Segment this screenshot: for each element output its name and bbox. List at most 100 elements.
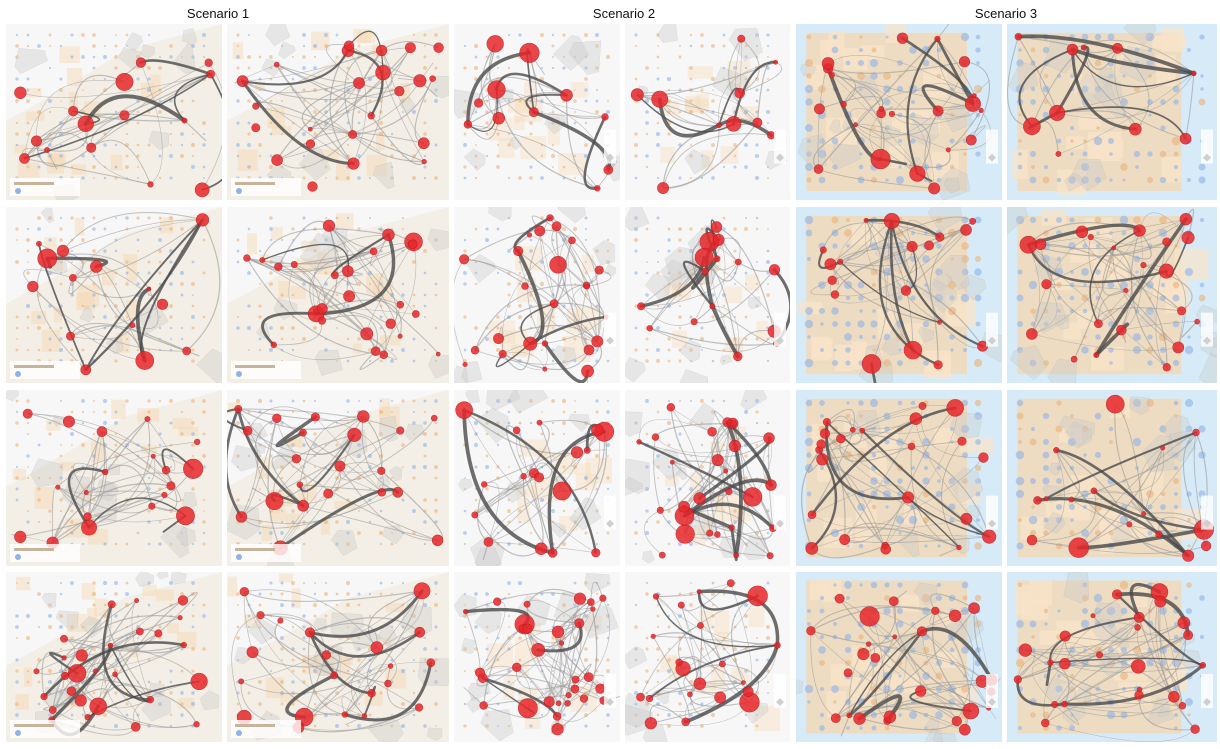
location-node [83, 512, 92, 521]
location-node [931, 606, 940, 615]
location-node [343, 40, 355, 51]
flow-map [625, 207, 790, 383]
location-node [1075, 225, 1089, 238]
location-node [928, 182, 941, 195]
location-node [591, 335, 604, 348]
flow-map [625, 24, 790, 200]
location-node [435, 351, 441, 357]
location-node [77, 115, 94, 133]
location-node [517, 698, 538, 719]
location-node [552, 481, 572, 501]
location-node [843, 668, 853, 678]
location-node [579, 694, 589, 703]
location-node [89, 697, 107, 716]
location-node [375, 64, 391, 81]
location-node [370, 346, 381, 356]
location-node [813, 164, 824, 174]
location-node [1154, 595, 1167, 608]
location-node [883, 710, 897, 724]
location-node [816, 439, 827, 449]
location-node [146, 695, 155, 704]
flow-map [6, 572, 222, 742]
location-node [594, 185, 601, 192]
location-node [93, 668, 99, 674]
location-node [1066, 43, 1079, 56]
location-node [822, 418, 831, 427]
flow-map [6, 390, 222, 566]
location-node [396, 426, 405, 435]
location-node [965, 134, 977, 146]
location-node [22, 408, 33, 419]
location-node [75, 649, 88, 662]
location-node [543, 696, 555, 708]
location-node [1111, 589, 1123, 600]
location-node [551, 625, 565, 639]
location-node [193, 721, 200, 728]
location-node [590, 606, 596, 612]
location-node [107, 600, 116, 609]
location-node [379, 350, 389, 359]
location-node [574, 618, 585, 629]
location-node [915, 685, 927, 697]
location-node [1087, 233, 1094, 241]
location-node [313, 308, 319, 314]
map-panel [796, 24, 1002, 200]
location-node [542, 366, 548, 372]
location-node [591, 548, 601, 558]
location-node [1059, 658, 1071, 670]
location-node [713, 255, 721, 263]
location-node [658, 551, 666, 559]
location-node [829, 72, 835, 78]
location-node [299, 428, 307, 437]
location-node [870, 149, 891, 170]
location-node [534, 225, 546, 237]
flow-map [454, 572, 620, 742]
location-node [459, 254, 470, 265]
location-node [394, 86, 405, 97]
location-node [651, 90, 669, 108]
location-node [272, 413, 282, 423]
location-node [591, 423, 604, 437]
location-node [512, 662, 522, 673]
location-node [677, 601, 685, 609]
location-node [523, 600, 531, 608]
location-node [474, 98, 484, 108]
location-node [725, 116, 742, 132]
location-node [865, 641, 872, 647]
location-node [712, 233, 725, 246]
location-node [957, 436, 967, 446]
location-node [385, 318, 396, 329]
location-node [888, 596, 899, 607]
location-node [603, 164, 614, 175]
location-node [696, 589, 702, 595]
location-node [768, 264, 781, 276]
location-node [1049, 104, 1066, 121]
location-node [161, 466, 171, 475]
location-node [407, 239, 418, 250]
location-node [1179, 212, 1193, 226]
location-node [690, 318, 698, 326]
location-node [816, 453, 829, 466]
location-node [1047, 659, 1054, 666]
flow-map [796, 390, 1002, 566]
location-node [181, 117, 188, 124]
location-node [859, 606, 880, 627]
location-node [357, 410, 370, 423]
location-node [716, 122, 722, 128]
location-node [581, 364, 594, 378]
location-node [526, 232, 533, 238]
location-node [819, 428, 831, 439]
location-node [62, 415, 75, 428]
location-node [840, 101, 847, 108]
location-node [361, 713, 368, 719]
location-node [66, 331, 75, 341]
location-node [583, 344, 595, 356]
location-node [1191, 70, 1197, 77]
location-node [1182, 549, 1195, 562]
location-node [429, 75, 436, 82]
flow-map [1007, 207, 1217, 383]
location-node [564, 700, 571, 707]
location-node [487, 80, 506, 99]
flow-map [227, 207, 449, 383]
location-node [367, 112, 375, 120]
